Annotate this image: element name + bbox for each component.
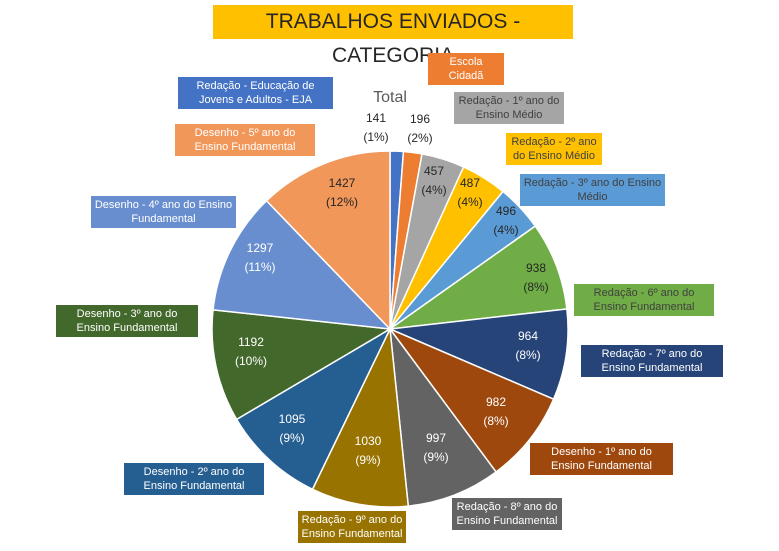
value-label: 196 (2%) [407,112,432,145]
pie-slice [388,326,498,507]
value-label: 141 (1%) [363,111,388,144]
category-label: Desenho - 4º ano do Ensino Fundamental [91,196,236,228]
pie-slice [211,309,393,421]
value-label: 1095 (9%) [279,412,306,445]
category-label: Desenho - 1º ano do Ensino Fundamental [530,443,673,475]
value-label: 997 (9%) [423,431,448,464]
value-label: 1427 (12%) [326,176,358,209]
category-label: Redação - 8º ano do Ensino Fundamental [452,498,562,530]
category-label: Redação - 6º ano do Ensino Fundamental [574,284,714,316]
value-label: 1297 (11%) [244,241,275,274]
value-label: 1030 (9%) [355,434,382,467]
category-label: Desenho - 2º ano do Ensino Fundamental [124,463,264,495]
category-label: Redação - 3º ano do Ensino Médio [520,174,665,206]
chart-title: TRABALHOS ENVIADOS - CATEGORIA [213,5,573,67]
category-label: Desenho - 3º ano do Ensino Fundamental [56,305,198,337]
pie-slice [311,326,410,508]
category-label: Desenho - 5º ano do Ensino Fundamental [175,124,315,156]
category-label: Redação - 1º ano do Ensino Médio [454,92,564,124]
value-label: 1192 (10%) [235,335,267,368]
category-label: Escola Cidadã [428,53,504,85]
value-label: 457 (4%) [421,164,446,197]
category-label: Redação - 7º ano do Ensino Fundamental [581,345,723,377]
value-label: 982 (8%) [483,395,508,428]
value-label: 938 (8%) [523,261,548,294]
pie-slice [389,225,568,330]
pie-slice [387,308,569,401]
value-label: 487 (4%) [457,176,482,209]
pie-slice [265,150,391,331]
pie-slice [387,327,555,474]
series-name: Total [373,89,407,106]
value-label: 964 (8%) [515,329,540,362]
category-label: Redação - Educação de Jovens e Adultos -… [178,77,333,109]
category-label: Redação - 2º ano do Ensino Médio [506,133,602,165]
category-label: Redação - 9º ano do Ensino Fundamental [298,511,406,543]
value-label: 496 (4%) [493,204,518,237]
pie-slice [212,199,392,330]
pie-slice [235,327,392,491]
